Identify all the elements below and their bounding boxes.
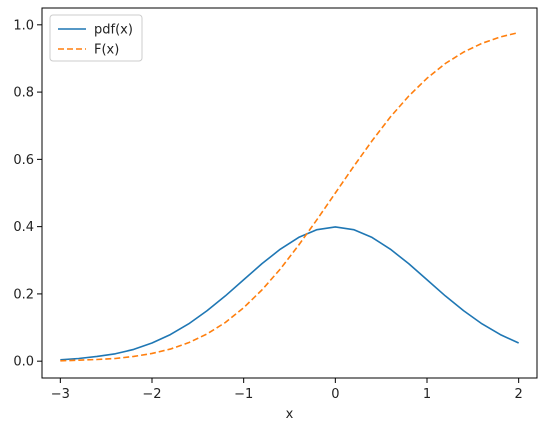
series-line-pdf (60, 226, 520, 361)
x-tick-label: −1 (234, 387, 253, 402)
legend-label: F(x) (94, 43, 119, 58)
x-axis-ticks: −3 −2 −1 0 1 2 (51, 378, 523, 402)
x-tick-label: 2 (515, 387, 523, 402)
x-tick-label: 1 (423, 387, 431, 402)
x-tick-label: −2 (142, 387, 161, 402)
y-tick-label: 0.0 (13, 355, 34, 370)
y-tick-label: 0.6 (13, 153, 34, 168)
y-axis-ticks: 0.0 0.2 0.4 0.6 0.8 1.0 (13, 18, 42, 370)
legend-label: pdf(x) (94, 23, 133, 38)
x-axis-label: x (286, 407, 294, 422)
series-lines (60, 31, 520, 362)
series-line-cdf (60, 31, 519, 362)
legend: pdf(x) F(x) (49, 14, 143, 62)
y-tick-label: 0.8 (13, 86, 34, 101)
y-tick-label: 0.2 (13, 287, 34, 302)
x-tick-label: −3 (51, 387, 70, 402)
x-tick-label: 0 (331, 387, 339, 402)
axes-frame (41, 7, 538, 379)
y-tick-label: 1.0 (13, 18, 34, 33)
y-tick-label: 0.4 (13, 220, 34, 235)
